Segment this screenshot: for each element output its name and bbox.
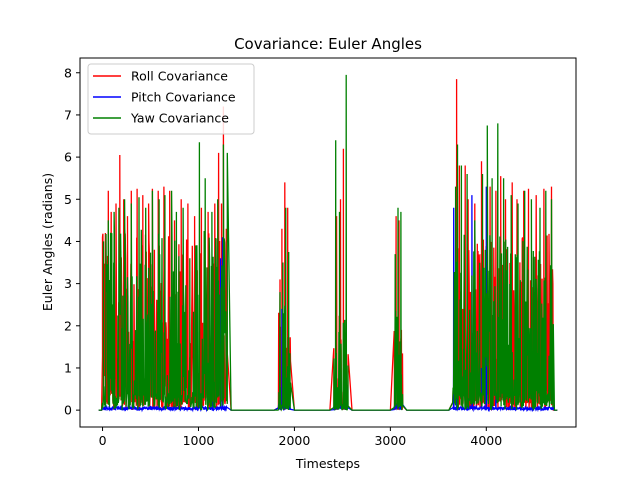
y-tick-label: 8 (64, 65, 72, 80)
y-tick-label: 4 (64, 234, 72, 249)
axes-layer: 0 1000 2000 3000 4000 0 1 2 3 4 5 6 7 8 (64, 57, 577, 448)
y-tick-label: 0 (64, 403, 72, 418)
x-tick-label: 0 (99, 433, 107, 448)
x-tick-label: 1000 (183, 433, 215, 448)
y-tick-label: 6 (64, 150, 72, 165)
y-tick-label: 2 (64, 318, 72, 333)
series-line-yaw-covariance (98, 74, 558, 412)
legend-label: Yaw Covariance (130, 111, 229, 126)
y-tick-label: 3 (64, 276, 72, 291)
legend-label: Pitch Covariance (131, 90, 236, 105)
x-tick-label: 4000 (470, 433, 502, 448)
y-tick-label: 7 (64, 107, 72, 122)
legend-label: Roll Covariance (131, 69, 228, 84)
series-layer (98, 74, 558, 413)
y-tick-label: 1 (64, 360, 72, 375)
x-tick-label: 2000 (279, 433, 311, 448)
y-axis-title: Euler Angles (radians) (40, 173, 55, 311)
plot-frame (79, 57, 577, 428)
x-tick-label: 3000 (374, 433, 406, 448)
legend: Roll Covariance Pitch Covariance Yaw Covar… (87, 63, 255, 135)
x-axis-title: Timesteps (295, 456, 360, 471)
chart-title: Covariance: Euler Angles (234, 35, 422, 53)
legend-box (87, 63, 255, 135)
y-tick-label: 5 (64, 192, 72, 207)
